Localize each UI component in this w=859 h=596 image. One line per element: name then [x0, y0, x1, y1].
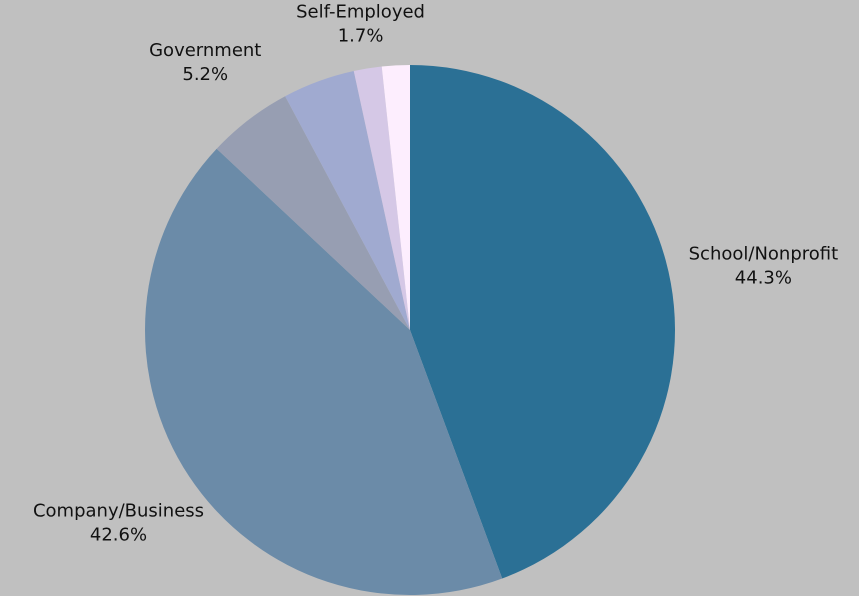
pie-slice — [353, 66, 410, 331]
slice-label: Government — [149, 40, 261, 61]
slice-value-label: 44.3% — [735, 268, 792, 289]
pie-slice — [216, 96, 410, 330]
slice-value-label: 5.2% — [182, 64, 228, 85]
slice-value-label: 1.7% — [338, 25, 384, 46]
pie-slice — [410, 65, 676, 579]
pie-slice — [285, 71, 410, 331]
slice-label: School/Nonprofit — [689, 244, 839, 265]
pie-slice — [381, 65, 410, 330]
slice-value-label: 42.6% — [90, 525, 147, 546]
slice-label: Self-Employed — [296, 1, 425, 22]
slice-label: Company/Business — [33, 501, 204, 522]
pie-slice — [145, 148, 503, 596]
